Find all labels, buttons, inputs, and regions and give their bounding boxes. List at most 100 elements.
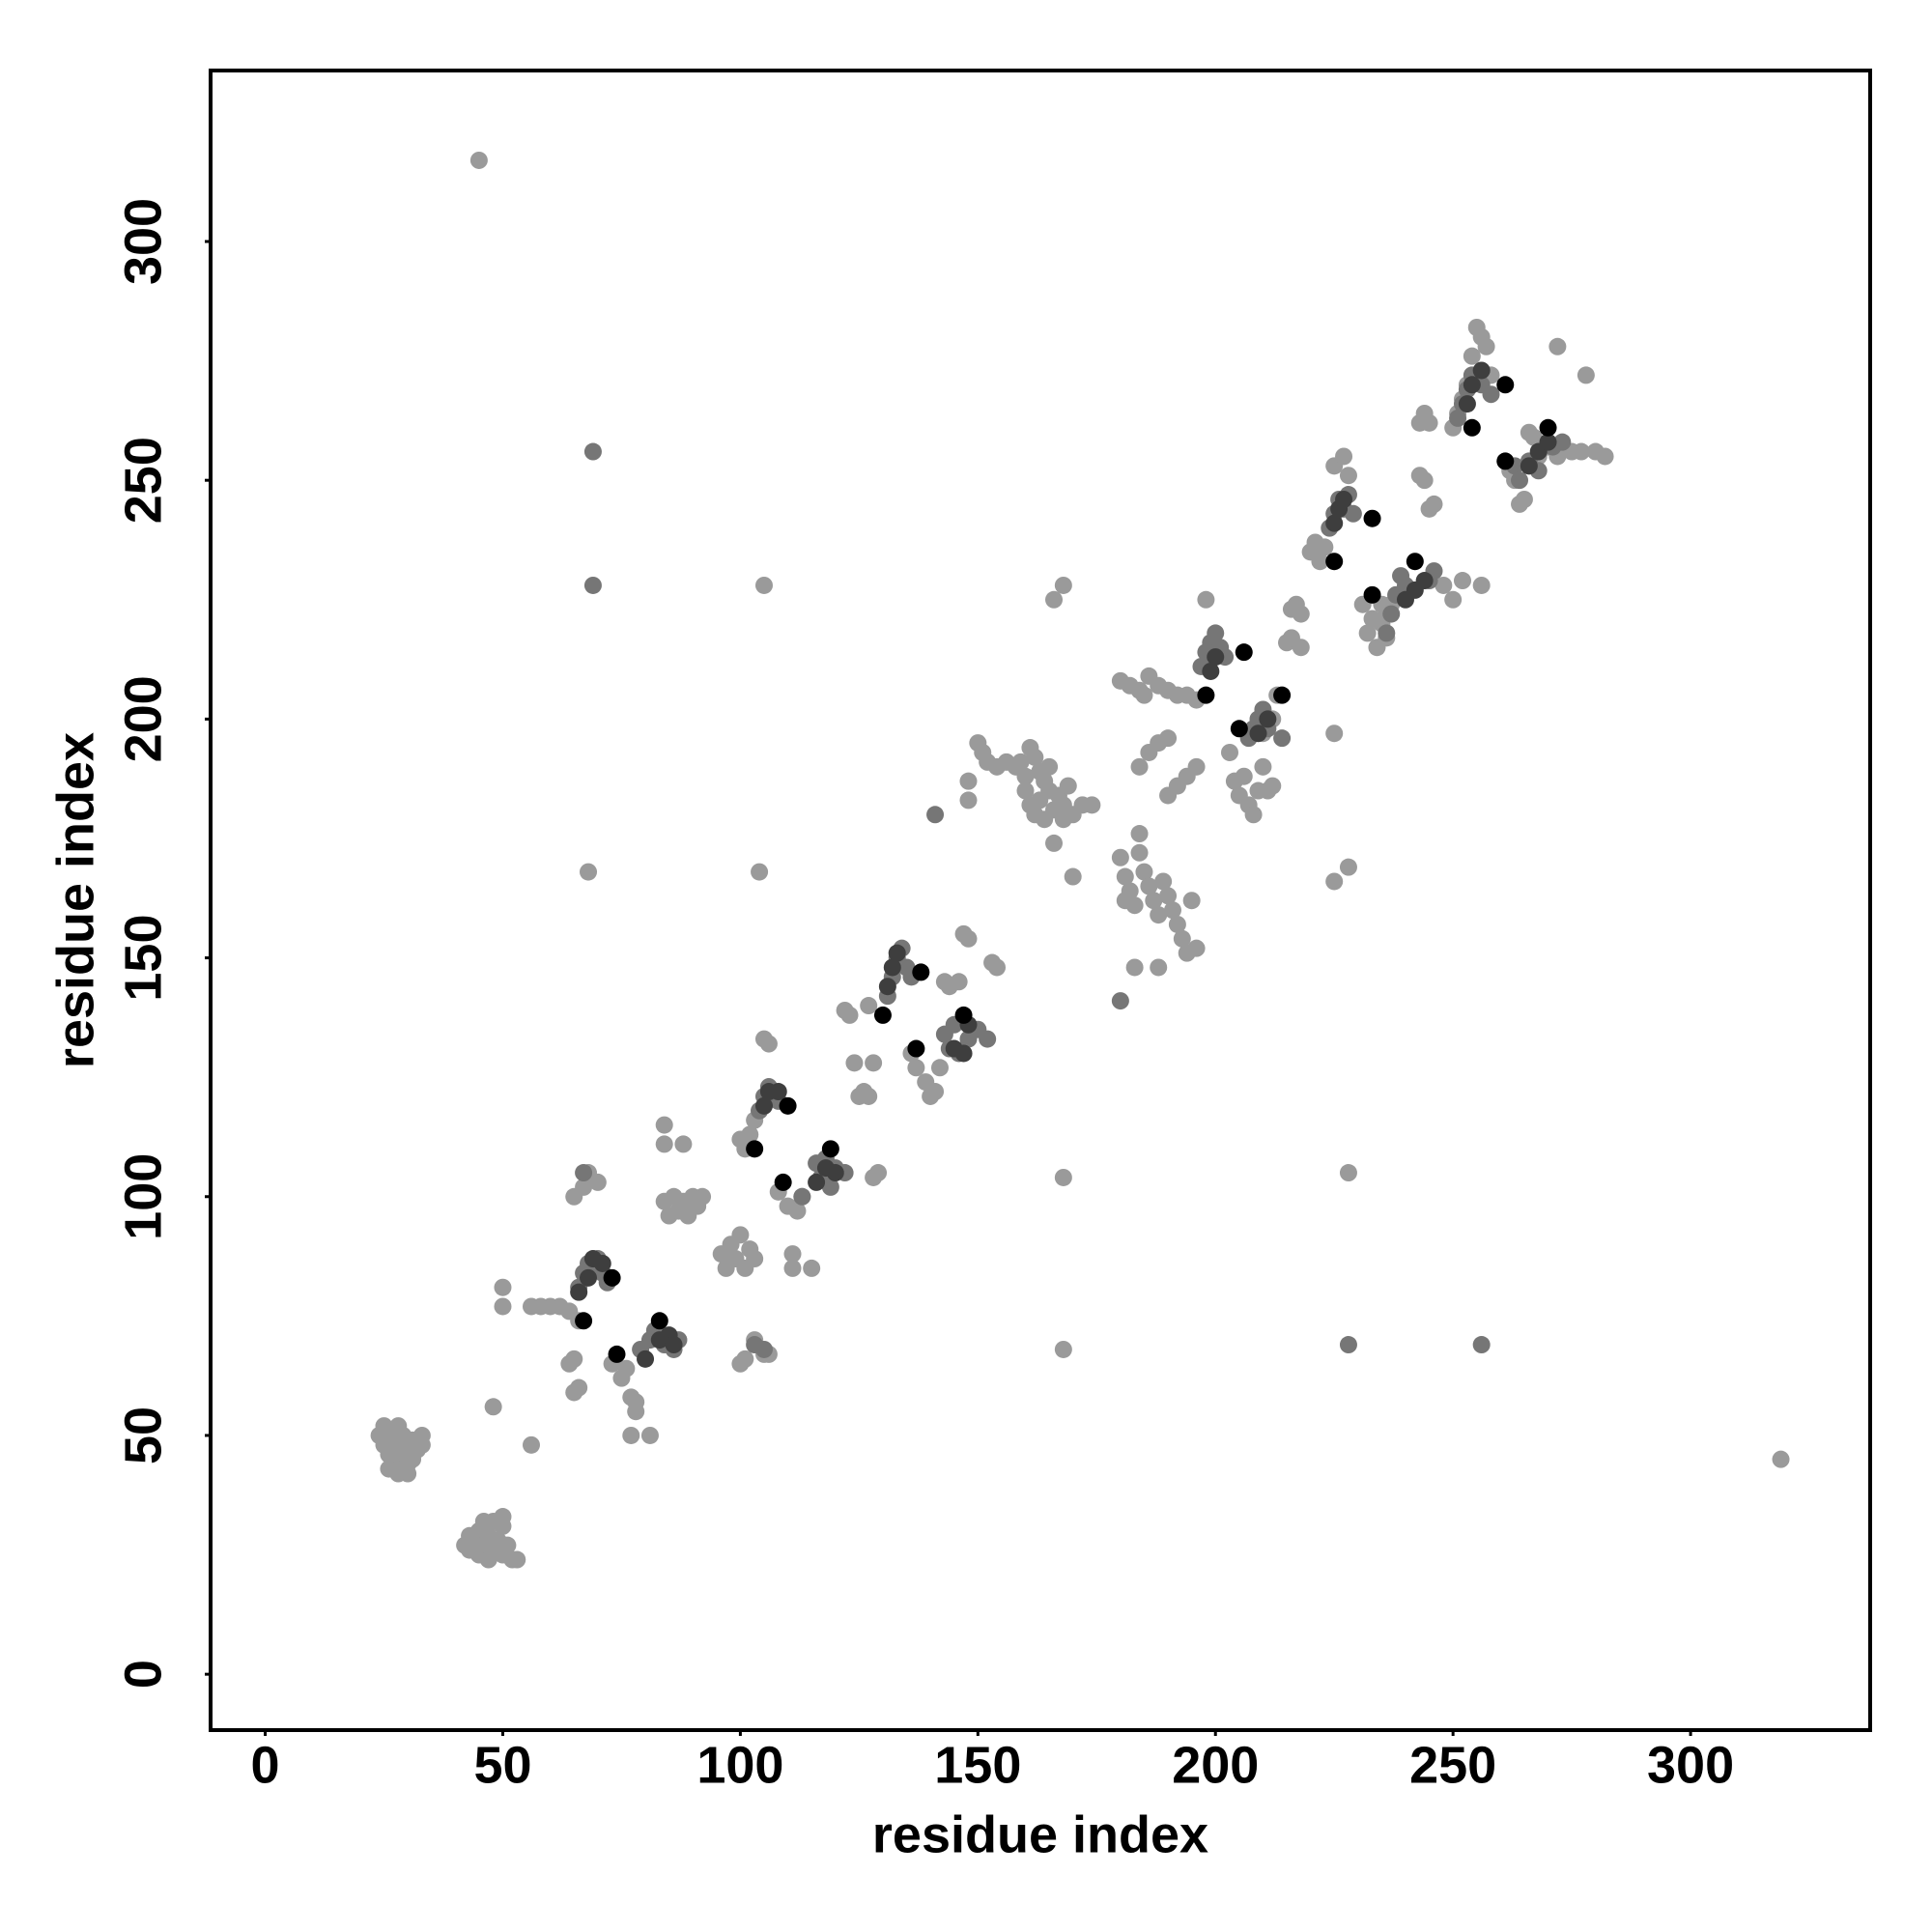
point [580, 863, 598, 881]
point [1292, 605, 1310, 623]
point [987, 958, 1006, 977]
point [950, 973, 968, 991]
point [1273, 686, 1292, 704]
point [826, 1164, 844, 1182]
point [803, 1259, 821, 1277]
point [494, 1278, 512, 1296]
point [412, 1426, 431, 1444]
point [575, 1178, 593, 1196]
point [1150, 958, 1168, 977]
point [1145, 892, 1163, 910]
point [1316, 538, 1334, 556]
point [1444, 590, 1463, 609]
point [746, 1140, 764, 1158]
point [926, 806, 945, 824]
point [808, 1173, 826, 1191]
point [640, 1426, 659, 1444]
point [783, 1259, 802, 1277]
point [959, 929, 978, 948]
point [1187, 757, 1206, 776]
y-tick-label: 0 [114, 1660, 172, 1689]
point [1130, 757, 1149, 776]
point [840, 1006, 859, 1024]
point [1363, 509, 1381, 527]
point [1116, 867, 1134, 886]
y-tick-label: 250 [114, 437, 172, 524]
point [1140, 877, 1158, 895]
y-tick-label: 300 [114, 198, 172, 285]
point [484, 1398, 502, 1416]
point [1335, 490, 1353, 508]
point [1382, 605, 1401, 623]
point [1511, 471, 1529, 490]
point [1335, 447, 1353, 466]
point [754, 1340, 773, 1358]
point [580, 1268, 598, 1287]
point [959, 791, 978, 810]
point [907, 1039, 925, 1058]
point [1325, 724, 1344, 743]
point [793, 1187, 811, 1206]
point [1059, 777, 1077, 795]
point [1130, 843, 1149, 862]
point [1577, 366, 1595, 384]
point [565, 1350, 583, 1368]
point [1040, 757, 1059, 776]
point [1339, 467, 1357, 485]
point [1472, 576, 1491, 594]
point [665, 1336, 683, 1354]
point [731, 1226, 750, 1244]
point [1339, 858, 1357, 876]
point [1026, 748, 1044, 766]
point [1207, 624, 1225, 642]
point [1325, 553, 1344, 571]
point [1420, 413, 1438, 432]
x-tick-label: 100 [696, 1736, 783, 1794]
x-tick-label: 50 [473, 1736, 531, 1794]
point [1235, 643, 1253, 662]
point [1515, 490, 1533, 508]
point [1054, 810, 1072, 829]
point [1111, 848, 1129, 867]
point [1187, 939, 1206, 957]
point [746, 1250, 764, 1268]
point [912, 963, 930, 981]
point [1154, 872, 1173, 891]
point [751, 863, 769, 881]
point [1524, 428, 1543, 446]
point [1230, 720, 1248, 738]
point [1325, 872, 1344, 891]
point [1202, 662, 1220, 680]
point [1463, 418, 1481, 437]
point [774, 1173, 792, 1191]
point [608, 1345, 626, 1363]
point [759, 1035, 778, 1053]
point [1482, 385, 1500, 404]
point [1292, 639, 1310, 657]
point [622, 1426, 640, 1444]
point [1011, 753, 1030, 771]
point [1339, 1336, 1357, 1354]
point [593, 1254, 611, 1272]
point [754, 1096, 773, 1115]
point [469, 151, 488, 169]
point [731, 1130, 750, 1149]
point [1520, 457, 1538, 475]
point [570, 1283, 588, 1301]
point [508, 1550, 526, 1569]
point [1496, 452, 1515, 470]
point [1207, 648, 1225, 667]
point [694, 1187, 712, 1206]
point [674, 1135, 693, 1153]
point [1054, 1340, 1072, 1358]
point [603, 1268, 621, 1287]
point [583, 442, 602, 461]
point [873, 1006, 892, 1024]
point [1083, 796, 1101, 814]
point [655, 1135, 673, 1153]
point [959, 772, 978, 790]
point [1406, 553, 1424, 571]
point [1197, 590, 1215, 609]
point [627, 1393, 645, 1411]
